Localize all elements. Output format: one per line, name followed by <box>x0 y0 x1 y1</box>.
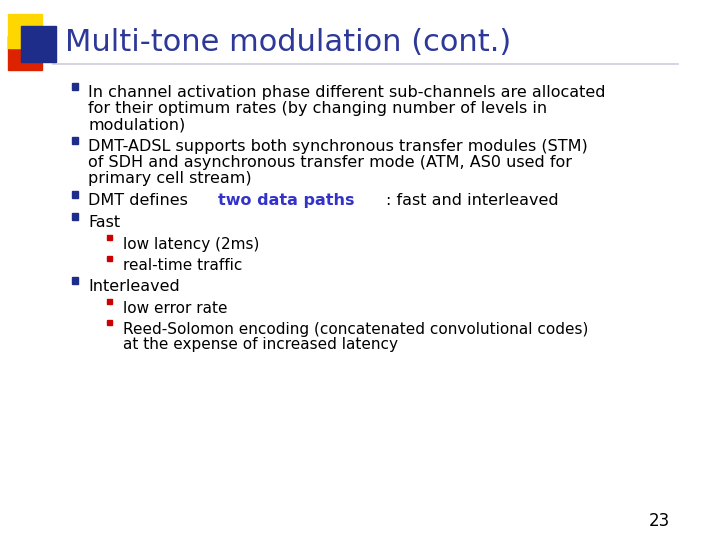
Bar <box>21 26 55 62</box>
Text: Multi-tone modulation (cont.): Multi-tone modulation (cont.) <box>65 28 511 57</box>
Text: two data paths: two data paths <box>217 193 354 208</box>
Text: Interleaved: Interleaved <box>88 279 180 294</box>
Text: at the expense of increased latency: at the expense of increased latency <box>122 337 397 352</box>
Text: DMT-ADSL supports both synchronous transfer modules (STM): DMT-ADSL supports both synchronous trans… <box>88 139 588 154</box>
Bar <box>72 213 78 220</box>
Bar <box>8 36 42 70</box>
Bar <box>107 320 112 325</box>
Text: of SDH and asynchronous transfer mode (ATM, AS0 used for: of SDH and asynchronous transfer mode (A… <box>88 155 572 170</box>
Text: real-time traffic: real-time traffic <box>122 258 242 273</box>
Text: primary cell stream): primary cell stream) <box>88 171 252 186</box>
Text: In channel activation phase different sub-channels are allocated: In channel activation phase different su… <box>88 85 606 100</box>
Text: : fast and interleaved: : fast and interleaved <box>387 193 559 208</box>
Text: DMT defines: DMT defines <box>88 193 193 208</box>
Bar <box>72 191 78 198</box>
Bar <box>8 14 42 48</box>
Bar <box>107 299 112 304</box>
Text: 23: 23 <box>649 512 670 530</box>
Text: modulation): modulation) <box>88 117 185 132</box>
Text: low error rate: low error rate <box>122 301 227 316</box>
Text: for their optimum rates (by changing number of levels in: for their optimum rates (by changing num… <box>88 101 547 116</box>
Bar <box>72 137 78 144</box>
Text: Fast: Fast <box>88 215 120 230</box>
Bar <box>107 256 112 261</box>
Bar <box>107 235 112 240</box>
Bar <box>72 83 78 90</box>
Text: low latency (2ms): low latency (2ms) <box>122 237 259 252</box>
Bar <box>72 277 78 284</box>
Text: Reed-Solomon encoding (concatenated convolutional codes): Reed-Solomon encoding (concatenated conv… <box>122 322 588 337</box>
